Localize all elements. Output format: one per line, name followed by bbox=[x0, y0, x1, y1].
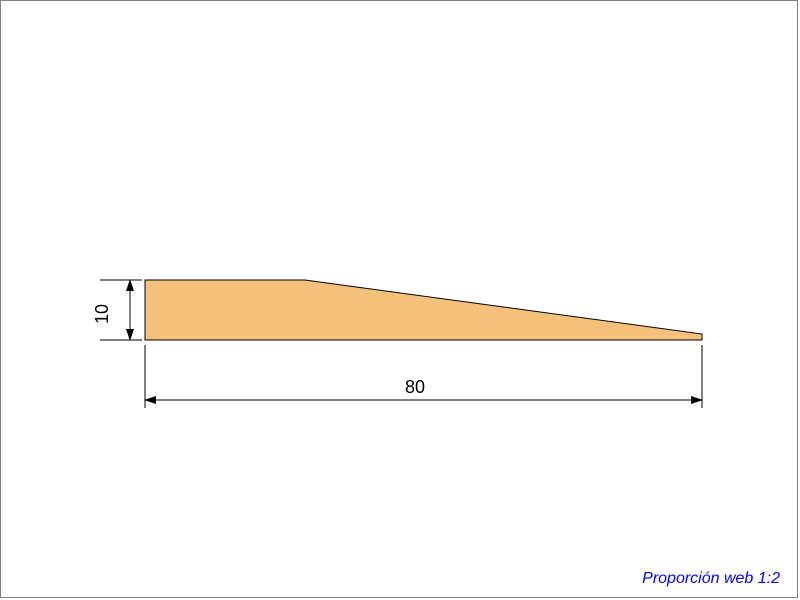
profile-shape bbox=[145, 280, 702, 340]
width-dim-label: 80 bbox=[405, 377, 425, 397]
scale-label: Proporción web 1:2 bbox=[642, 570, 780, 588]
height-dim-label: 10 bbox=[92, 304, 112, 324]
technical-drawing: 10 80 bbox=[0, 0, 800, 600]
